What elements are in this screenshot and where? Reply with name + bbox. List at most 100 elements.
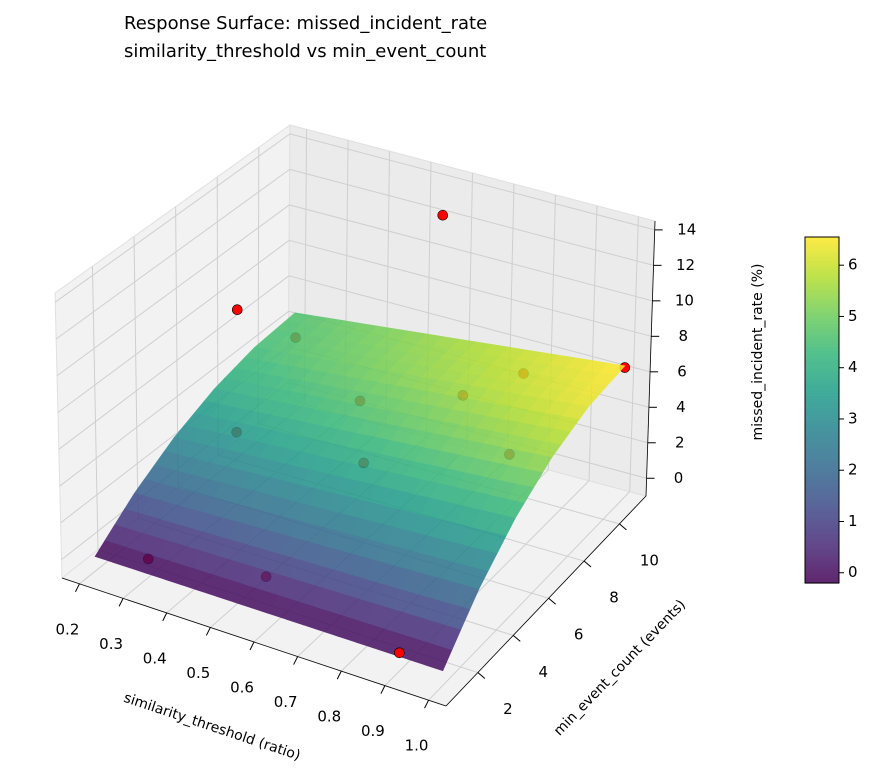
grid-line (288, 275, 651, 373)
y-tick (548, 597, 556, 605)
colorbar-slice (805, 392, 839, 397)
colorbar-slice (805, 297, 839, 302)
colorbar-slice (805, 499, 839, 503)
colorbar-slice (805, 482, 839, 486)
colorbar-slice (805, 268, 839, 273)
colorbar-slice (805, 381, 839, 385)
colorbar-slice (805, 294, 839, 299)
x-tick (205, 627, 211, 636)
colorbar-slice (805, 453, 839, 457)
colorbar-slice (805, 542, 839, 547)
x-tick (118, 598, 124, 607)
colorbar-slice (805, 372, 839, 376)
colorbar-slice (805, 568, 839, 573)
colorbar-slice (805, 343, 839, 348)
colorbar-slice (805, 286, 839, 290)
colorbar-slice (805, 378, 839, 382)
colorbar (805, 237, 839, 584)
colorbar-slice (805, 407, 839, 411)
colorbar-slice (805, 245, 839, 250)
colorbar-slice (805, 335, 839, 339)
surface (94, 312, 626, 672)
colorbar-slice (805, 577, 839, 581)
grid-line (58, 275, 290, 450)
grid-line (289, 133, 655, 231)
data-point (437, 209, 449, 221)
colorbar-slice (805, 237, 839, 241)
z-tick-label: 12 (676, 256, 695, 274)
colorbar-slice (805, 545, 839, 549)
colorbar-slice (805, 277, 839, 281)
x-tick-label: 0.2 (56, 620, 80, 638)
colorbar-slice (805, 473, 839, 477)
colorbar-slice (805, 447, 839, 451)
colorbar-slice (805, 418, 839, 423)
colorbar-slice (805, 271, 839, 276)
colorbar-slice (805, 516, 839, 521)
colorbar-slice (805, 389, 839, 394)
colorbar-tick-label: 5 (848, 307, 858, 325)
colorbar-slice (805, 317, 839, 322)
colorbar-tick-label: 1 (848, 512, 858, 530)
colorbar-slice (805, 309, 839, 313)
grid-line (56, 204, 290, 377)
colorbar-slice (805, 248, 839, 253)
colorbar-slice (805, 415, 839, 420)
x-tick-label: 0.6 (230, 679, 254, 697)
colorbar-slice (805, 435, 839, 440)
colorbar-slice (805, 262, 839, 267)
colorbar-slice (805, 329, 839, 333)
colorbar-slice (805, 337, 839, 342)
grid-line (59, 310, 289, 487)
grid-line (289, 168, 654, 266)
colorbar-slice (805, 349, 839, 353)
axis-line (645, 220, 656, 497)
colorbar-slice (805, 533, 839, 538)
grid-line (57, 239, 290, 413)
grid-line (54, 133, 291, 303)
colorbar-slice (805, 438, 839, 443)
colorbar-tick-label: 6 (848, 256, 858, 274)
colorbar-tick-label: 3 (848, 409, 858, 427)
colorbar-slice (805, 519, 839, 524)
x-tick-label: 0.3 (99, 635, 123, 653)
colorbar-slice (805, 404, 839, 408)
y-axis-label: min_event_count (events) (551, 597, 689, 739)
colorbar-slice (805, 314, 839, 319)
colorbar-slice (805, 487, 839, 492)
y-tick-label: 8 (609, 589, 619, 607)
colorbar-slice (805, 360, 839, 365)
colorbar-slice (805, 288, 839, 293)
colorbar-slice (805, 525, 839, 529)
colorbar-slice (805, 450, 839, 454)
grid-line (55, 168, 290, 340)
colorbar-slice (805, 239, 839, 244)
z-tick-label: 8 (678, 327, 688, 345)
colorbar-slice (805, 574, 839, 578)
x-tick-label: 0.9 (361, 722, 385, 740)
y-tick (619, 523, 627, 531)
colorbar-slice (805, 580, 839, 584)
z-tick-label: 0 (674, 469, 684, 487)
colorbar-slice (805, 539, 839, 544)
grid-line (289, 204, 653, 302)
colorbar-slice (805, 280, 839, 284)
x-tick-label: 0.8 (317, 708, 341, 726)
colorbar-slice (805, 424, 839, 428)
colorbar-slice (805, 502, 839, 506)
x-tick (249, 641, 255, 651)
colorbar-slice (805, 484, 839, 489)
colorbar-slice (805, 459, 839, 463)
colorbar-tick-label: 2 (848, 461, 858, 479)
colorbar-slice (805, 430, 839, 434)
x-tick-label: 0.7 (274, 693, 298, 711)
colorbar-slice (805, 505, 839, 509)
colorbar-slice (805, 386, 839, 391)
grid-line (629, 216, 639, 492)
data-point (394, 647, 405, 659)
y-tick (583, 560, 592, 568)
colorbar-slice (805, 265, 839, 270)
axis-line (61, 577, 447, 707)
grid-line (133, 236, 139, 519)
